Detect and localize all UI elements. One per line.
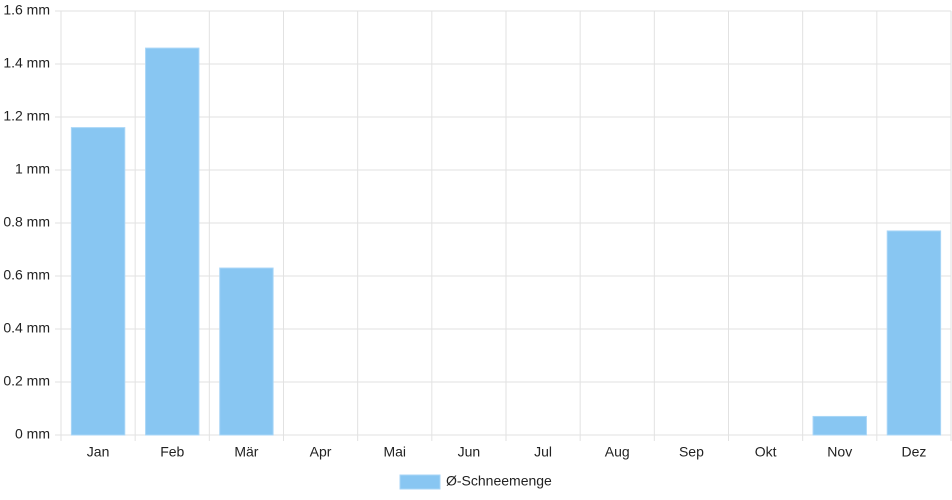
x-tick-label: Apr xyxy=(310,444,332,460)
y-tick-label: 0 mm xyxy=(15,426,50,442)
x-tick-label: Mai xyxy=(383,444,406,460)
x-tick-label: Okt xyxy=(755,444,777,460)
x-tick-label: Mär xyxy=(234,444,258,460)
bar xyxy=(812,415,867,436)
y-tick-label: 0.8 mm xyxy=(3,214,50,230)
x-tick-label: Sep xyxy=(679,444,704,460)
y-tick-label: 1.4 mm xyxy=(3,55,50,71)
y-tick-label: 0.4 mm xyxy=(3,320,50,336)
bar xyxy=(886,230,942,436)
bar xyxy=(70,127,126,436)
y-tick-label: 1 mm xyxy=(15,161,50,177)
y-tick-label: 1.6 mm xyxy=(3,2,50,18)
x-tick-label: Feb xyxy=(160,444,184,460)
legend-swatch xyxy=(399,474,441,490)
y-tick-label: 1.2 mm xyxy=(3,108,50,124)
legend-label: Ø-Schneemenge xyxy=(446,473,552,489)
x-tick-label: Jun xyxy=(458,444,481,460)
x-tick-label: Dez xyxy=(901,444,926,460)
y-tick-label: 0.6 mm xyxy=(3,267,50,283)
y-tick-label: 0.2 mm xyxy=(3,373,50,389)
x-tick-label: Jul xyxy=(534,444,552,460)
x-tick-label: Jan xyxy=(87,444,110,460)
x-tick-label: Aug xyxy=(605,444,630,460)
x-tick-label: Nov xyxy=(827,444,852,460)
bar xyxy=(219,267,274,436)
bar xyxy=(145,47,200,436)
